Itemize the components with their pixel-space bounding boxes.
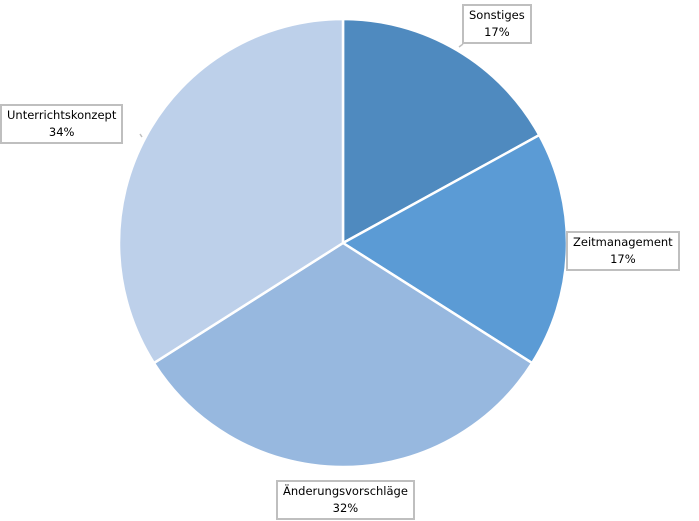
slice-label: Unterrichtskonzept xyxy=(7,108,117,122)
pie-slice-3 xyxy=(117,17,345,365)
leader-line-3 xyxy=(139,133,143,138)
slice-label: Änderungsvorschläge xyxy=(283,484,408,498)
data-label-aenderungsvorschlaege: Änderungsvorschläge 32% xyxy=(276,480,415,520)
leader-line-0 xyxy=(458,43,464,48)
slice-value: 32% xyxy=(332,501,359,515)
slice-value: 17% xyxy=(484,25,510,39)
data-label-zeitmanagement: Zeitmanagement 17% xyxy=(566,231,680,271)
slice-label: Sonstiges xyxy=(469,8,525,22)
slice-value: 34% xyxy=(48,125,75,139)
pie-slice-2 xyxy=(152,241,534,469)
data-label-sonstiges: Sonstiges 17% xyxy=(462,4,532,44)
pie-slice-0 xyxy=(341,17,541,246)
slice-value: 17% xyxy=(610,252,636,266)
data-label-unterrichtskonzept: Unterrichtskonzept 34% xyxy=(0,104,124,144)
slice-label: Zeitmanagement xyxy=(573,235,673,249)
